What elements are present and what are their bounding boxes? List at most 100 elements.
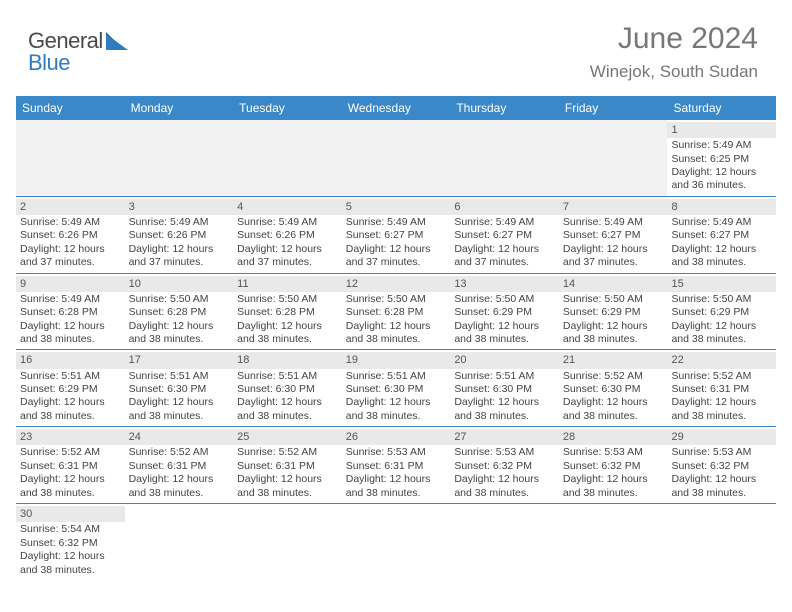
day-day1: Daylight: 12 hours: [20, 243, 121, 256]
day-cell: 24Sunrise: 5:52 AMSunset: 6:31 PMDayligh…: [125, 427, 234, 503]
day-sunrise: Sunrise: 5:49 AM: [237, 216, 338, 229]
day-sunrise: Sunrise: 5:52 AM: [20, 446, 121, 459]
day-cell-empty: [125, 120, 234, 196]
month-title: June 2024: [590, 22, 758, 56]
day-day1: Daylight: 12 hours: [20, 396, 121, 409]
day-number: 9: [16, 276, 125, 292]
day-day2: and 36 minutes.: [671, 179, 772, 192]
day-number: 22: [667, 352, 776, 368]
day-sunrise: Sunrise: 5:51 AM: [237, 370, 338, 383]
day-sunrise: Sunrise: 5:53 AM: [671, 446, 772, 459]
day-number: 27: [450, 429, 559, 445]
day-header: Tuesday: [233, 96, 342, 120]
day-day2: and 38 minutes.: [671, 256, 772, 269]
day-header: Friday: [559, 96, 668, 120]
day-sunset: Sunset: 6:26 PM: [129, 229, 230, 242]
day-day2: and 38 minutes.: [129, 410, 230, 423]
day-day1: Daylight: 12 hours: [237, 320, 338, 333]
day-number: 30: [16, 506, 125, 522]
day-cell: 23Sunrise: 5:52 AMSunset: 6:31 PMDayligh…: [16, 427, 125, 503]
day-sunset: Sunset: 6:28 PM: [346, 306, 447, 319]
day-sunrise: Sunrise: 5:51 AM: [454, 370, 555, 383]
day-day2: and 38 minutes.: [671, 487, 772, 500]
day-number: 23: [16, 429, 125, 445]
day-sunrise: Sunrise: 5:50 AM: [671, 293, 772, 306]
day-cell-empty: [342, 120, 451, 196]
day-number: 2: [16, 199, 125, 215]
day-cell: 11Sunrise: 5:50 AMSunset: 6:28 PMDayligh…: [233, 274, 342, 350]
day-number: 24: [125, 429, 234, 445]
day-sunset: Sunset: 6:31 PM: [346, 460, 447, 473]
day-header: Sunday: [16, 96, 125, 120]
day-sunset: Sunset: 6:32 PM: [20, 537, 121, 550]
day-sunset: Sunset: 6:28 PM: [129, 306, 230, 319]
day-day2: and 37 minutes.: [346, 256, 447, 269]
day-day1: Daylight: 12 hours: [346, 473, 447, 486]
day-day1: Daylight: 12 hours: [237, 473, 338, 486]
day-day1: Daylight: 12 hours: [346, 320, 447, 333]
day-day2: and 38 minutes.: [454, 487, 555, 500]
day-sunset: Sunset: 6:27 PM: [563, 229, 664, 242]
day-day1: Daylight: 12 hours: [20, 473, 121, 486]
day-cell: 13Sunrise: 5:50 AMSunset: 6:29 PMDayligh…: [450, 274, 559, 350]
day-day1: Daylight: 12 hours: [671, 473, 772, 486]
day-cell: 7Sunrise: 5:49 AMSunset: 6:27 PMDaylight…: [559, 197, 668, 273]
day-day2: and 37 minutes.: [20, 256, 121, 269]
day-cell: 25Sunrise: 5:52 AMSunset: 6:31 PMDayligh…: [233, 427, 342, 503]
day-sunset: Sunset: 6:31 PM: [237, 460, 338, 473]
day-cell-empty: [233, 504, 342, 580]
day-sunset: Sunset: 6:29 PM: [563, 306, 664, 319]
day-sunrise: Sunrise: 5:51 AM: [129, 370, 230, 383]
week-row: 16Sunrise: 5:51 AMSunset: 6:29 PMDayligh…: [16, 350, 776, 427]
logo-text-blue: Blue: [28, 50, 70, 75]
day-sunset: Sunset: 6:32 PM: [563, 460, 664, 473]
day-cell-empty: [342, 504, 451, 580]
day-cell: 9Sunrise: 5:49 AMSunset: 6:28 PMDaylight…: [16, 274, 125, 350]
day-number: 7: [559, 199, 668, 215]
day-sunset: Sunset: 6:30 PM: [129, 383, 230, 396]
day-day2: and 38 minutes.: [346, 333, 447, 346]
day-day1: Daylight: 12 hours: [20, 550, 121, 563]
day-sunrise: Sunrise: 5:53 AM: [563, 446, 664, 459]
day-day1: Daylight: 12 hours: [346, 243, 447, 256]
day-day2: and 38 minutes.: [20, 410, 121, 423]
day-day2: and 37 minutes.: [454, 256, 555, 269]
day-sunset: Sunset: 6:31 PM: [20, 460, 121, 473]
day-sunrise: Sunrise: 5:49 AM: [454, 216, 555, 229]
day-sunset: Sunset: 6:26 PM: [237, 229, 338, 242]
day-day2: and 38 minutes.: [454, 333, 555, 346]
day-day2: and 38 minutes.: [20, 487, 121, 500]
day-cell: 12Sunrise: 5:50 AMSunset: 6:28 PMDayligh…: [342, 274, 451, 350]
day-cell-empty: [559, 504, 668, 580]
day-day2: and 38 minutes.: [129, 333, 230, 346]
day-day1: Daylight: 12 hours: [454, 243, 555, 256]
day-day1: Daylight: 12 hours: [563, 320, 664, 333]
day-number: 3: [125, 199, 234, 215]
day-sunset: Sunset: 6:27 PM: [346, 229, 447, 242]
day-cell: 4Sunrise: 5:49 AMSunset: 6:26 PMDaylight…: [233, 197, 342, 273]
day-day2: and 38 minutes.: [346, 487, 447, 500]
day-day1: Daylight: 12 hours: [237, 396, 338, 409]
day-number: 29: [667, 429, 776, 445]
day-day2: and 37 minutes.: [563, 256, 664, 269]
day-sunset: Sunset: 6:30 PM: [346, 383, 447, 396]
week-row: 23Sunrise: 5:52 AMSunset: 6:31 PMDayligh…: [16, 427, 776, 504]
week-row: 9Sunrise: 5:49 AMSunset: 6:28 PMDaylight…: [16, 274, 776, 351]
day-cell: 28Sunrise: 5:53 AMSunset: 6:32 PMDayligh…: [559, 427, 668, 503]
day-sunset: Sunset: 6:27 PM: [454, 229, 555, 242]
day-day1: Daylight: 12 hours: [563, 243, 664, 256]
day-sunset: Sunset: 6:31 PM: [129, 460, 230, 473]
day-sunrise: Sunrise: 5:52 AM: [237, 446, 338, 459]
day-number: 16: [16, 352, 125, 368]
header: General June 2024 Winejok, South Sudan: [0, 0, 792, 90]
day-number: 20: [450, 352, 559, 368]
day-day2: and 38 minutes.: [237, 487, 338, 500]
day-cell: 10Sunrise: 5:50 AMSunset: 6:28 PMDayligh…: [125, 274, 234, 350]
day-header: Saturday: [667, 96, 776, 120]
day-sunset: Sunset: 6:28 PM: [237, 306, 338, 319]
day-cell: 8Sunrise: 5:49 AMSunset: 6:27 PMDaylight…: [667, 197, 776, 273]
day-sunset: Sunset: 6:28 PM: [20, 306, 121, 319]
day-day1: Daylight: 12 hours: [129, 320, 230, 333]
day-header: Monday: [125, 96, 234, 120]
day-day2: and 38 minutes.: [20, 333, 121, 346]
